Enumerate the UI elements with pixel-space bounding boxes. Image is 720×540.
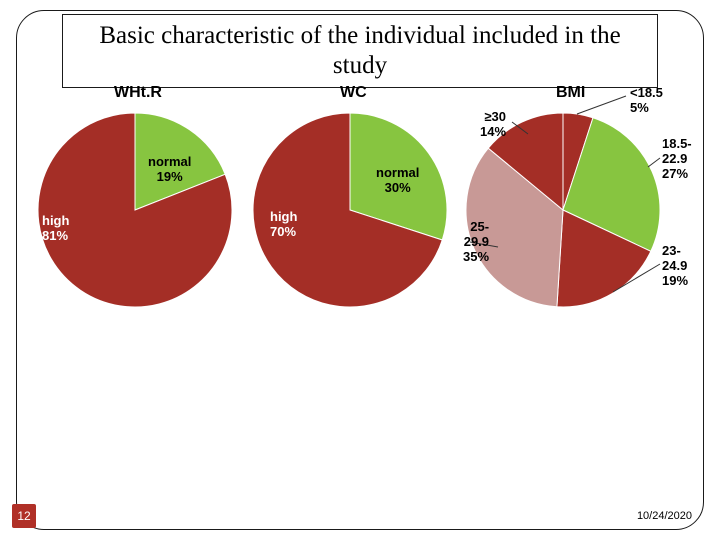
- leader-line: [577, 96, 626, 114]
- text: 81%: [42, 228, 68, 243]
- slide: Basic characteristic of the individual i…: [0, 0, 720, 540]
- text: 14%: [480, 124, 506, 139]
- text: ≥30: [484, 109, 506, 124]
- text: high: [42, 213, 69, 228]
- text: 5%: [630, 100, 649, 115]
- text: 23-: [662, 243, 681, 258]
- text: 35%: [463, 249, 489, 264]
- text: normal: [148, 154, 191, 169]
- bmi-callout-3: 25- 29.9 35%: [463, 220, 489, 265]
- text: 22.9: [662, 151, 687, 166]
- text: 29.9: [464, 234, 489, 249]
- text: 27%: [662, 166, 688, 181]
- chart-area: WHt.R WC BMI normal 19% high 81% normal …: [18, 92, 702, 342]
- bmi-callout-1: 18.5- 22.9 27%: [662, 137, 692, 182]
- text: <18.5: [630, 85, 663, 100]
- wc-normal-label: normal 30%: [376, 166, 419, 196]
- text: 24.9: [662, 258, 687, 273]
- page-number: 12: [12, 504, 36, 528]
- text: 70%: [270, 224, 296, 239]
- text: high: [270, 209, 297, 224]
- whtr-normal-label: normal 19%: [148, 155, 191, 185]
- whtr-high-label: high 81%: [42, 214, 69, 244]
- text: 19%: [662, 273, 688, 288]
- text: 25-: [470, 219, 489, 234]
- slide-date: 10/24/2020: [637, 510, 692, 522]
- wc-high-label: high 70%: [270, 210, 297, 240]
- text: 18.5-: [662, 136, 692, 151]
- bmi-callout-4: ≥30 14%: [480, 110, 506, 140]
- bmi-callout-0: <18.5 5%: [630, 86, 663, 116]
- text: 19%: [157, 169, 183, 184]
- text: 30%: [385, 180, 411, 195]
- bmi-pie: [18, 92, 702, 342]
- bmi-callout-2: 23- 24.9 19%: [662, 244, 688, 289]
- text: normal: [376, 165, 419, 180]
- leader-line: [648, 158, 660, 167]
- slide-title: Basic characteristic of the individual i…: [62, 14, 658, 88]
